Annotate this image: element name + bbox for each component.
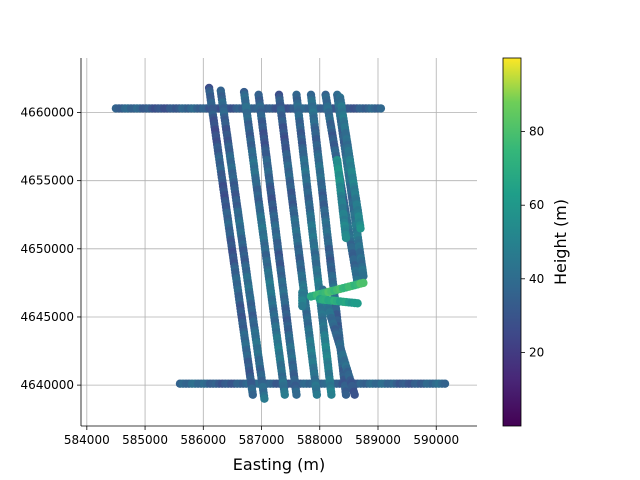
colorbar-gradient [502,57,522,427]
flight-line-point [359,278,368,288]
y-tick-label: 4650000 [21,242,74,256]
tie-line-point [376,104,386,113]
axes [80,58,477,427]
x-tick-label: 588000 [297,433,343,447]
flight-line-point [312,390,322,399]
x-tick-label: 587000 [239,433,285,447]
tie-line-point [440,379,450,388]
data-points [111,83,450,403]
flight-line-point [248,390,257,399]
flight-line-point [359,271,368,281]
flight-line-point [292,390,301,399]
y-tick-label: 4640000 [21,378,74,392]
x-tick-label: 590000 [413,433,459,447]
flight-line-point [350,390,359,399]
y-tick-label: 4645000 [21,310,74,324]
x-tick-label: 584000 [64,433,110,447]
y-tick-labels: 4640000 4645000 4650000 4655000 4660000 [21,106,81,392]
colorbar: 20 40 60 80 Height (m) [502,57,570,427]
flight-line-point [341,233,351,243]
x-tick-labels: 584000 585000 586000 587000 588000 589000 5900… [64,426,459,447]
flight-line-point [327,390,336,399]
flight-line-point [356,224,365,233]
colorbar-tick-label: 60 [529,198,544,212]
colorbar-tick-label: 80 [529,125,544,139]
flight-line-point [298,301,307,311]
flight-line-point [341,390,351,399]
y-tick-label: 4655000 [21,174,74,188]
flight-line-point [280,390,289,399]
colorbar-tick-label: 20 [529,345,544,359]
y-tick-label: 4660000 [21,106,74,120]
flight-line-point [353,299,362,308]
x-axis-label: Easting (m) [233,455,325,474]
x-tick-label: 586000 [180,433,226,447]
x-tick-label: 589000 [355,433,401,447]
x-tick-label: 585000 [122,433,168,447]
colorbar-ticks: 20 40 60 80 [521,125,544,359]
colorbar-label: Height (m) [551,199,570,285]
grid-lines [81,58,477,426]
flight-line-point [260,394,269,403]
colorbar-tick-label: 40 [529,272,544,286]
